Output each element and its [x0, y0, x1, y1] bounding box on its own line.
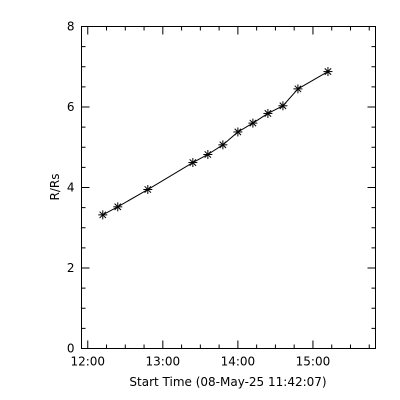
data-point-marker — [233, 127, 243, 137]
plot-frame — [81, 26, 376, 349]
data-point-marker — [203, 149, 213, 159]
series-line — [102, 71, 329, 216]
data-point-marker — [323, 67, 333, 77]
x-tick-label: 14:00 — [221, 355, 256, 369]
y-tick-label: 6 — [67, 100, 75, 114]
data-point-marker — [263, 108, 273, 118]
data-point-marker — [278, 101, 288, 111]
x-axis-title: Start Time (08-May-25 11:42:07) — [129, 375, 326, 389]
y-axis-ticks: 0 2 4 6 8 — [67, 20, 376, 356]
y-tick-label: 2 — [67, 261, 75, 275]
data-point-marker — [188, 158, 198, 168]
data-point-marker — [143, 185, 153, 195]
y-axis-title: R/Rs — [48, 174, 62, 201]
data-point-marker — [98, 210, 108, 220]
data-point-marker — [113, 202, 123, 212]
x-tick-label: 15:00 — [296, 355, 331, 369]
x-axis-ticks: 12:00 13:00 14:00 15:00 — [70, 26, 370, 369]
data-point-marker — [248, 118, 258, 128]
series-layer — [98, 67, 333, 220]
y-tick-label: 0 — [67, 342, 75, 356]
y-tick-label: 8 — [67, 20, 75, 34]
x-tick-label: 12:00 — [70, 355, 105, 369]
y-tick-label: 4 — [67, 181, 75, 195]
data-point-marker — [218, 140, 228, 150]
data-point-marker — [293, 84, 303, 94]
x-tick-label: 13:00 — [146, 355, 181, 369]
